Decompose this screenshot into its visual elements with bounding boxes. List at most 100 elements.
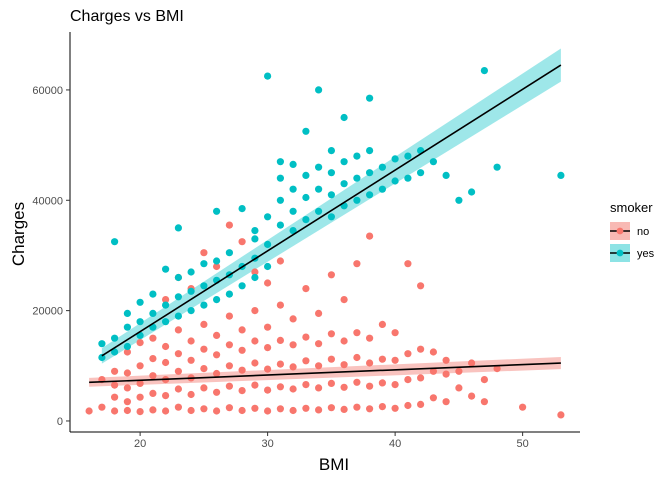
data-point-no xyxy=(417,345,425,353)
data-point-no xyxy=(353,353,361,362)
confidence-bands xyxy=(89,48,561,387)
data-point-yes xyxy=(404,174,412,182)
data-point-no xyxy=(327,271,335,279)
data-point-yes xyxy=(251,273,259,282)
x-axis-title: BMI xyxy=(319,455,349,474)
data-point-yes xyxy=(353,152,361,160)
data-point-yes xyxy=(149,309,157,317)
data-point-no xyxy=(366,405,374,413)
legend-item-yes: yes xyxy=(610,244,655,262)
data-point-yes xyxy=(174,273,182,282)
data-point-yes xyxy=(417,169,425,177)
data-point-yes xyxy=(200,282,208,290)
data-point-no xyxy=(315,384,323,392)
data-point-yes xyxy=(276,221,284,229)
plot-area: 20 30 40 50 0 20000 40000 60000 xyxy=(32,32,580,450)
data-point-yes xyxy=(353,196,361,204)
data-point-no xyxy=(162,342,170,351)
data-point-no xyxy=(251,307,259,315)
data-point-yes xyxy=(136,318,144,326)
data-point-no xyxy=(149,372,157,380)
data-point-yes xyxy=(391,177,399,185)
y-tick-label: 0 xyxy=(57,416,63,428)
data-point-no xyxy=(340,405,348,413)
data-point-no xyxy=(276,336,284,344)
data-point-no xyxy=(149,406,157,414)
data-point-yes xyxy=(429,158,437,166)
data-point-yes xyxy=(276,174,284,182)
data-point-no xyxy=(442,370,450,378)
data-point-no xyxy=(200,384,208,392)
data-point-yes xyxy=(315,86,323,94)
data-point-no xyxy=(136,379,144,387)
data-point-no xyxy=(136,362,144,370)
data-point-yes xyxy=(378,185,386,193)
data-point-no xyxy=(213,331,221,339)
y-tick-label: 60000 xyxy=(32,85,63,97)
data-point-no xyxy=(264,407,272,415)
data-point-yes xyxy=(327,213,335,221)
x-tick-label: 50 xyxy=(517,438,529,450)
data-point-no xyxy=(289,341,297,349)
y-axis-ticks: 0 20000 40000 60000 xyxy=(32,85,70,428)
legend-label-no: no xyxy=(637,226,649,238)
regression-lines xyxy=(89,64,562,384)
data-point-yes xyxy=(264,240,272,248)
data-point-no xyxy=(200,320,208,328)
data-point-no xyxy=(123,369,131,377)
data-point-no xyxy=(225,221,233,229)
legend-point-no xyxy=(616,227,624,235)
data-point-no xyxy=(302,357,310,365)
data-point-yes xyxy=(111,238,119,246)
data-point-yes xyxy=(251,235,259,243)
data-point-no xyxy=(200,365,208,373)
data-point-no xyxy=(111,381,119,389)
data-point-yes xyxy=(136,298,144,306)
data-point-no xyxy=(289,385,297,393)
data-point-no xyxy=(213,388,221,396)
data-point-yes xyxy=(187,268,195,276)
data-point-yes xyxy=(98,353,106,362)
data-point-no xyxy=(442,398,450,406)
data-point-yes xyxy=(238,282,246,290)
data-point-yes xyxy=(391,155,399,163)
data-point-no xyxy=(327,404,335,412)
data-point-no xyxy=(366,334,374,342)
data-point-yes xyxy=(174,312,182,320)
data-point-no xyxy=(353,260,361,268)
data-point-no xyxy=(264,386,272,394)
data-point-no xyxy=(455,384,463,392)
data-point-yes xyxy=(302,193,310,202)
data-point-no xyxy=(251,268,259,276)
data-point-yes xyxy=(315,163,323,171)
data-point-no xyxy=(340,361,348,369)
data-point-no xyxy=(98,403,106,411)
data-point-no xyxy=(480,376,488,384)
data-point-no xyxy=(315,309,323,317)
data-point-no xyxy=(162,296,170,304)
data-point-no xyxy=(417,282,425,290)
data-point-yes xyxy=(327,147,335,155)
data-point-yes xyxy=(187,287,195,295)
data-point-yes xyxy=(366,94,374,102)
data-point-no xyxy=(264,279,272,287)
data-point-yes xyxy=(174,293,182,301)
data-point-no xyxy=(315,362,323,370)
data-point-no xyxy=(136,393,144,401)
data-point-no xyxy=(366,382,374,390)
legend: smoker no yes xyxy=(610,200,655,262)
data-point-yes xyxy=(149,290,157,298)
x-tick-label: 40 xyxy=(389,438,401,450)
legend-point-yes xyxy=(616,249,624,257)
data-point-no xyxy=(468,392,476,400)
data-point-yes xyxy=(225,290,233,298)
data-point-no xyxy=(353,329,361,337)
data-point-no xyxy=(225,341,233,349)
data-point-no xyxy=(174,385,182,393)
data-point-yes xyxy=(123,323,131,331)
data-point-yes xyxy=(238,205,246,213)
data-point-no xyxy=(162,358,170,367)
data-point-no xyxy=(200,249,208,257)
data-point-no xyxy=(493,365,501,373)
data-point-yes xyxy=(251,227,259,235)
